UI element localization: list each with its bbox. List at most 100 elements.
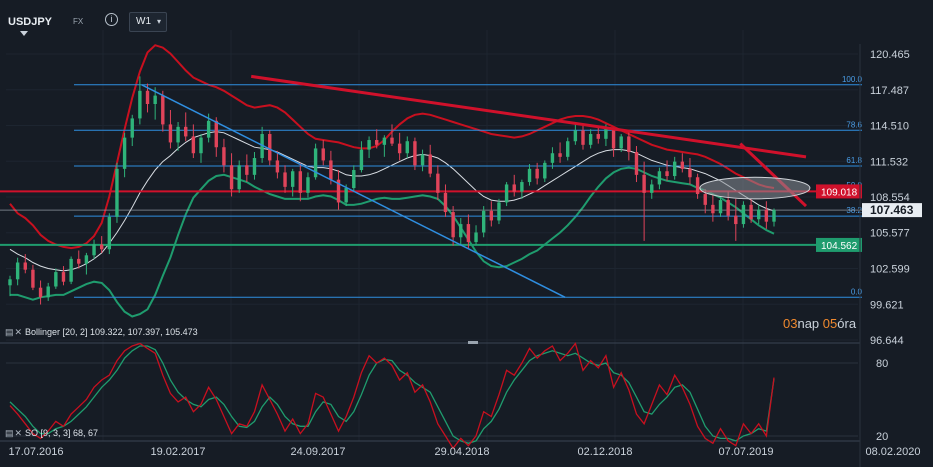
candle-body — [61, 272, 66, 282]
candle-body — [604, 128, 608, 139]
candle-body — [15, 262, 20, 280]
candle-body — [459, 224, 463, 238]
time-axis: 17.07.2016 19.02.2017 24.09.2017 29.04.2018… — [8, 446, 920, 458]
candle-body — [31, 269, 35, 288]
price-badge — [816, 237, 862, 252]
settings-icon[interactable]: ▤✕ — [5, 327, 24, 337]
candle-body — [390, 137, 394, 144]
candle-body — [611, 128, 616, 149]
candle-body — [734, 215, 738, 225]
candle-body — [352, 170, 356, 189]
candle-body — [718, 200, 723, 214]
candle-countdown: 03nap 05óra — [783, 316, 856, 331]
price-tick-label: 108.554 — [870, 192, 910, 204]
so-label[interactable]: ▤✕ SO [9, 3, 3] 68, 67 — [5, 428, 98, 439]
candle-body — [214, 120, 218, 148]
date-tick-label: 19.02.2017 — [150, 446, 205, 458]
candle-body — [382, 137, 387, 145]
stochastic-oscillator — [6, 342, 858, 450]
candle-body — [527, 168, 532, 183]
candle-body — [596, 134, 600, 139]
candle-body — [413, 141, 417, 166]
so-tick-label: 20 — [876, 431, 888, 443]
candle-body — [329, 160, 333, 180]
countdown-days-unit: nap — [797, 316, 820, 331]
date-tick-label: 17.07.2016 — [8, 446, 63, 458]
bollinger-lower-band — [10, 166, 775, 318]
candle-body — [711, 204, 715, 214]
price-axis: 120.465 117.487 114.510 111.532 108.554 105.5… — [870, 49, 910, 347]
price-tick-label: 117.487 — [870, 85, 909, 97]
trendline — [250, 74, 807, 159]
candle-body — [237, 165, 241, 190]
candle-body — [184, 126, 188, 137]
trendline — [141, 84, 566, 298]
candle-body — [497, 202, 501, 221]
fib-level-label: 78.6 — [846, 120, 862, 129]
candle-body — [130, 118, 134, 138]
candle-body — [642, 174, 646, 193]
fib-level-label: 100.0 — [842, 75, 863, 84]
candle-body — [573, 130, 578, 142]
bollinger-values: Bollinger [20, 2] 109.322, 107.397, 105.… — [25, 327, 198, 337]
price-tick-label: 96.644 — [870, 335, 904, 347]
price-badge — [816, 184, 862, 199]
timeframe-label: W1 — [136, 16, 151, 27]
candle-body — [107, 216, 112, 250]
bollinger-label[interactable]: ▤✕ Bollinger [20, 2] 109.322, 107.397, 10… — [5, 327, 198, 338]
price-tick-label: 105.577 — [870, 228, 910, 240]
candle-body — [54, 272, 58, 287]
so-axis: 80 20 — [876, 358, 888, 443]
settings-icon[interactable]: ▤✕ — [5, 428, 24, 438]
candle-body — [558, 153, 562, 157]
price-badge-label: 104.562 — [821, 241, 858, 252]
candle-body — [634, 152, 639, 175]
so-tick-label: 80 — [876, 358, 888, 370]
candle-body — [512, 184, 516, 192]
highlight-ellipse — [699, 176, 811, 200]
fib-level-label: 38.2 — [846, 206, 862, 215]
so-k-line — [9, 342, 775, 450]
price-tick-label: 120.465 — [870, 49, 910, 61]
candle-body — [359, 149, 364, 171]
candle-body — [550, 153, 555, 163]
candle-body — [566, 141, 570, 157]
symbol-label[interactable]: USDJPY — [8, 16, 53, 28]
candle-body — [672, 161, 677, 177]
candle-body — [443, 192, 448, 213]
candle-body — [77, 258, 81, 264]
candle-body — [680, 161, 685, 169]
price-badge-label: 107.463 — [870, 203, 914, 217]
price-badges: 109.018 107.463 104.562 — [816, 184, 922, 252]
trendlines[interactable] — [141, 74, 811, 298]
candle-body — [306, 177, 310, 193]
fib-level-label: 0.0 — [851, 287, 863, 296]
candle-body — [489, 210, 494, 221]
candle-body — [153, 95, 157, 105]
candle-body — [84, 255, 89, 264]
price-badge — [862, 203, 922, 218]
date-tick-label: 02.12.2018 — [577, 446, 632, 458]
info-icon[interactable]: i — [105, 13, 118, 26]
price-badge-label: 109.018 — [821, 187, 858, 198]
candle-body — [161, 95, 165, 125]
candle-body — [191, 136, 196, 154]
candle-body — [588, 134, 593, 145]
pane-separators[interactable] — [0, 44, 861, 467]
candle-body — [741, 204, 746, 225]
candle-body — [168, 124, 173, 143]
candle-body — [375, 140, 379, 145]
price-tick-label: 102.599 — [870, 264, 910, 276]
candle-body — [99, 244, 104, 250]
collapse-toolbar-icon[interactable] — [20, 31, 28, 36]
candle-body — [535, 168, 539, 179]
timeframe-dropdown[interactable]: W1 ▾ — [129, 12, 167, 32]
horizontal-levels[interactable] — [0, 190, 862, 246]
candle-body — [481, 210, 486, 233]
candle-body — [405, 141, 409, 154]
price-tick-label: 111.532 — [870, 156, 908, 168]
candle-body — [176, 126, 180, 143]
candle-body — [474, 232, 478, 243]
countdown-hours-unit: óra — [837, 316, 857, 331]
